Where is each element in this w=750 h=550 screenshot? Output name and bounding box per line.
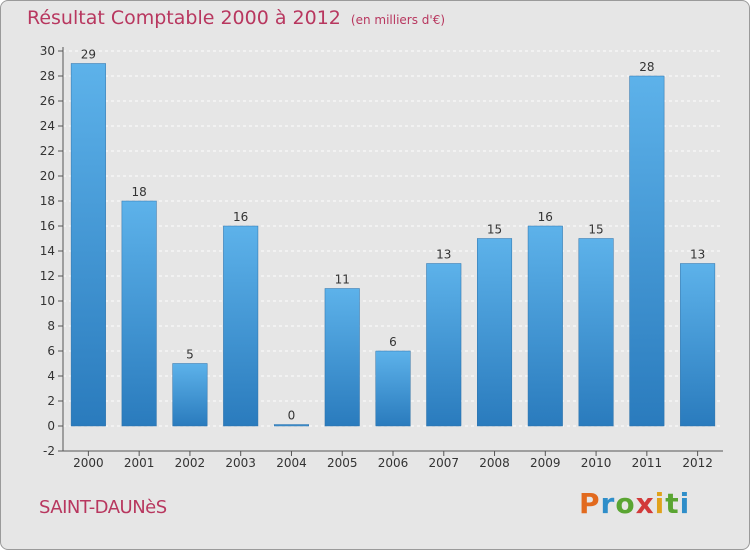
value-label-2001: 18 xyxy=(132,185,147,199)
x-tick-label-2001: 2001 xyxy=(124,456,155,470)
bar-2006 xyxy=(375,350,411,427)
logo-letter: i xyxy=(654,487,666,520)
logo-letter: x xyxy=(635,487,655,520)
proxiti-logo: Proxiti xyxy=(579,487,690,520)
x-tick-label-2003: 2003 xyxy=(225,456,256,470)
chart-title-text: Résultat Comptable 2000 à 2012 xyxy=(27,7,341,29)
x-tick-label-2012: 2012 xyxy=(682,456,713,470)
x-tick-label-2008: 2008 xyxy=(479,456,510,470)
logo-letter: o xyxy=(615,487,636,520)
y-tick-label: 12 xyxy=(40,269,55,283)
value-label-2003: 16 xyxy=(233,210,248,224)
bars xyxy=(70,63,716,427)
commune-name: SAINT-DAUNèS xyxy=(39,497,167,518)
bar-2007 xyxy=(426,263,462,427)
value-label-2004: 0 xyxy=(288,409,296,423)
value-label-2008: 15 xyxy=(487,223,502,237)
value-label-2006: 6 xyxy=(389,335,397,349)
chart-subtitle: (en milliers d'€) xyxy=(350,13,446,27)
y-tick-label: 8 xyxy=(47,319,55,333)
y-tick-label: 6 xyxy=(47,344,55,358)
value-label-2011: 28 xyxy=(639,60,654,74)
x-tick-label-2000: 2000 xyxy=(73,456,104,470)
bar-2001 xyxy=(121,200,157,427)
bar-2003 xyxy=(223,225,259,427)
x-tick-label-2005: 2005 xyxy=(327,456,358,470)
x-tick-label-2007: 2007 xyxy=(428,456,459,470)
y-tick-label: 24 xyxy=(40,119,55,133)
bar-2002 xyxy=(172,363,208,427)
value-label-2000: 29 xyxy=(81,48,96,62)
x-tick-label-2004: 2004 xyxy=(276,456,307,470)
y-tick-label: 4 xyxy=(47,369,55,383)
x-tick-label-2009: 2009 xyxy=(530,456,561,470)
logo-letter: r xyxy=(600,487,616,520)
logo-letter: t xyxy=(665,487,680,520)
logo-letter: P xyxy=(579,487,601,520)
y-tick-label: 20 xyxy=(40,169,55,183)
chart-title: Résultat Comptable 2000 à 2012 (en millie… xyxy=(27,7,445,29)
y-tick-label: 22 xyxy=(40,144,55,158)
bar-2010 xyxy=(578,238,614,427)
value-label-2002: 5 xyxy=(186,348,194,362)
bar-2005 xyxy=(324,288,360,427)
y-tick-label: 28 xyxy=(40,69,55,83)
y-tick-label: 16 xyxy=(40,219,55,233)
bar-2012 xyxy=(680,263,716,427)
y-tick-label: 10 xyxy=(40,294,55,308)
y-tick-label: 18 xyxy=(40,194,55,208)
y-tick-label: 26 xyxy=(40,94,55,108)
value-label-2007: 13 xyxy=(436,248,451,262)
bar-2011 xyxy=(629,75,665,427)
x-tick-label-2002: 2002 xyxy=(175,456,206,470)
bar-2008 xyxy=(477,238,513,427)
y-tick-label: -2 xyxy=(43,444,55,458)
x-tick-label-2010: 2010 xyxy=(581,456,612,470)
y-tick-label: 14 xyxy=(40,244,55,258)
x-tick-label-2011: 2011 xyxy=(632,456,663,470)
y-tick-label: 30 xyxy=(40,44,55,58)
y-tick-label: 0 xyxy=(47,419,55,433)
value-label-2005: 11 xyxy=(335,273,350,287)
bar-2009 xyxy=(527,225,563,427)
bar-2000 xyxy=(70,63,106,427)
value-label-2012: 13 xyxy=(690,248,705,262)
value-label-2010: 15 xyxy=(588,223,603,237)
x-tick-label-2006: 2006 xyxy=(378,456,409,470)
data-labels: 29 18 5 16 0 11 6 13 15 16 15 28 13 xyxy=(81,48,706,423)
y-tick-label: 2 xyxy=(47,394,55,408)
logo-letter: i xyxy=(679,487,691,520)
bar-2004 xyxy=(273,424,309,427)
value-label-2009: 16 xyxy=(538,210,553,224)
